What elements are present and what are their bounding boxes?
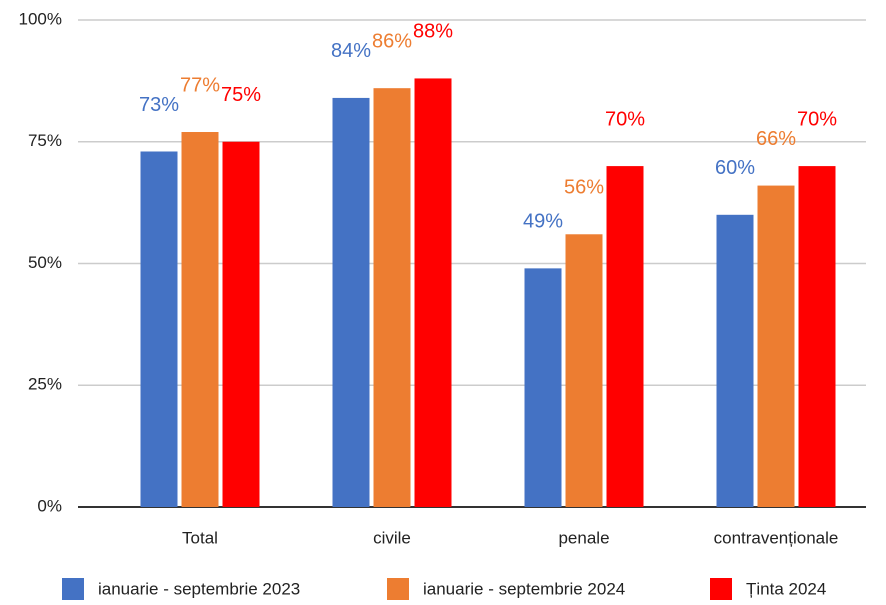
value-label: 73% <box>139 94 179 116</box>
x-tick-label: civile <box>373 528 411 547</box>
value-label: 77% <box>180 74 220 96</box>
bar <box>222 141 260 507</box>
y-tick-label: 100% <box>19 9 62 28</box>
bar <box>798 166 836 507</box>
value-label: 88% <box>413 21 453 43</box>
y-tick-label: 0% <box>37 496 62 515</box>
value-label: 60% <box>715 157 755 179</box>
x-tick-label: Total <box>182 528 218 547</box>
bar <box>524 268 562 507</box>
legend-swatch <box>62 578 84 600</box>
value-label: 70% <box>605 108 645 130</box>
legend-swatch <box>710 578 732 600</box>
y-tick-label: 75% <box>28 131 62 150</box>
legend-label: ianuarie - septembrie 2024 <box>423 579 625 598</box>
bar <box>757 185 795 507</box>
value-label: 66% <box>756 128 796 150</box>
legend-label: ianuarie - septembrie 2023 <box>98 579 300 598</box>
bar <box>414 78 452 507</box>
value-label: 84% <box>331 40 371 62</box>
legend-label: Ținta 2024 <box>746 579 826 598</box>
bar <box>181 132 219 507</box>
legend-swatch <box>387 578 409 600</box>
value-label: 56% <box>564 177 604 199</box>
bar <box>332 97 370 508</box>
y-tick-label: 25% <box>28 375 62 394</box>
bar <box>606 166 644 507</box>
bar <box>140 151 178 508</box>
value-label: 86% <box>372 30 412 52</box>
bar <box>716 214 754 508</box>
value-label: 49% <box>523 211 563 233</box>
y-tick-label: 50% <box>28 253 62 272</box>
bar <box>565 234 603 507</box>
value-label: 70% <box>797 108 837 130</box>
x-tick-label: penale <box>558 528 609 547</box>
value-label: 75% <box>221 84 261 106</box>
x-tick-label: contravenționale <box>714 528 839 547</box>
bar <box>373 88 411 508</box>
